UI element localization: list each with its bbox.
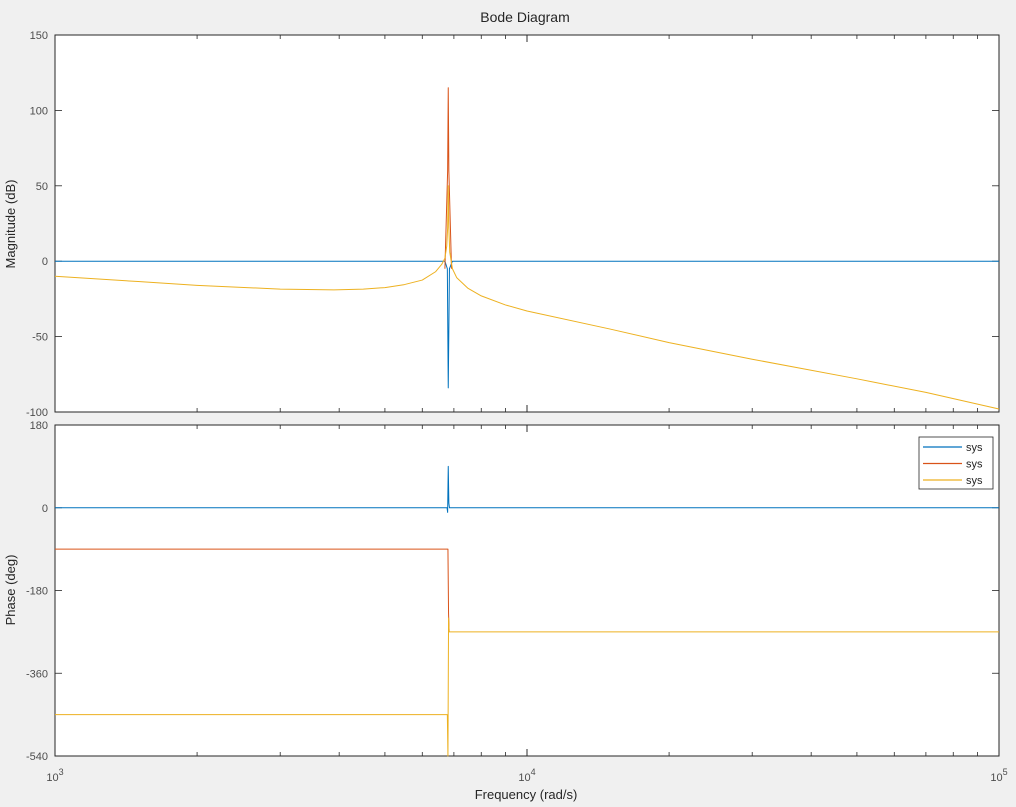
chart-title: Bode Diagram bbox=[480, 9, 570, 25]
legend-entries: sys sys sys bbox=[923, 442, 983, 487]
phase-lines bbox=[55, 465, 999, 757]
magnitude-lines bbox=[54, 87, 1000, 410]
ph-series-line-3 bbox=[55, 617, 999, 757]
magnitude-y-label: Magnitude (dB) bbox=[3, 180, 18, 269]
x-tick-labels: 103 104 105 bbox=[46, 767, 1007, 784]
phase-x-ticks bbox=[54, 425, 1000, 756]
magnitude-plot-area bbox=[54, 34, 1000, 413]
magnitude-panel: -100 -50 0 50 100 150 Magnitude (dB) bbox=[3, 30, 1000, 419]
legend-entry-label: sys bbox=[966, 459, 983, 471]
phase-plot-area bbox=[54, 424, 1000, 757]
mag-series-line-2 bbox=[444, 87, 453, 269]
phase-y-ticks: -540 -360 -180 0 180 bbox=[26, 420, 999, 763]
legend-entry-label: sys bbox=[966, 442, 983, 454]
y-tick-label: 50 bbox=[36, 181, 48, 193]
phase-panel: -540 -360 -180 0 180 Phase (deg) bbox=[3, 420, 1000, 763]
x-tick-label: 104 bbox=[518, 767, 535, 784]
magnitude-x-ticks bbox=[54, 35, 1000, 412]
y-tick-label: 100 bbox=[30, 105, 48, 117]
y-tick-label: 180 bbox=[30, 420, 48, 432]
legend[interactable]: sys sys sys bbox=[918, 436, 994, 490]
mag-series-line-3 bbox=[54, 185, 1000, 410]
y-tick-label: -100 bbox=[26, 407, 48, 419]
phase-y-label: Phase (deg) bbox=[3, 555, 18, 626]
ph-series-line-1 bbox=[55, 465, 999, 513]
y-tick-label: 150 bbox=[30, 30, 48, 42]
legend-entry-label: sys bbox=[966, 475, 983, 487]
x-axis-label: Frequency (rad/s) bbox=[475, 787, 578, 802]
y-tick-label: 0 bbox=[42, 503, 48, 515]
x-tick-label: 105 bbox=[990, 767, 1007, 784]
x-tick-label: 103 bbox=[46, 767, 63, 784]
y-tick-label: -180 bbox=[26, 586, 48, 598]
y-tick-label: -50 bbox=[32, 332, 48, 344]
magnitude-y-ticks: -100 -50 0 50 100 150 bbox=[26, 30, 999, 419]
y-tick-label: -540 bbox=[26, 751, 48, 763]
y-tick-label: 0 bbox=[42, 256, 48, 268]
y-tick-label: -360 bbox=[26, 668, 48, 680]
